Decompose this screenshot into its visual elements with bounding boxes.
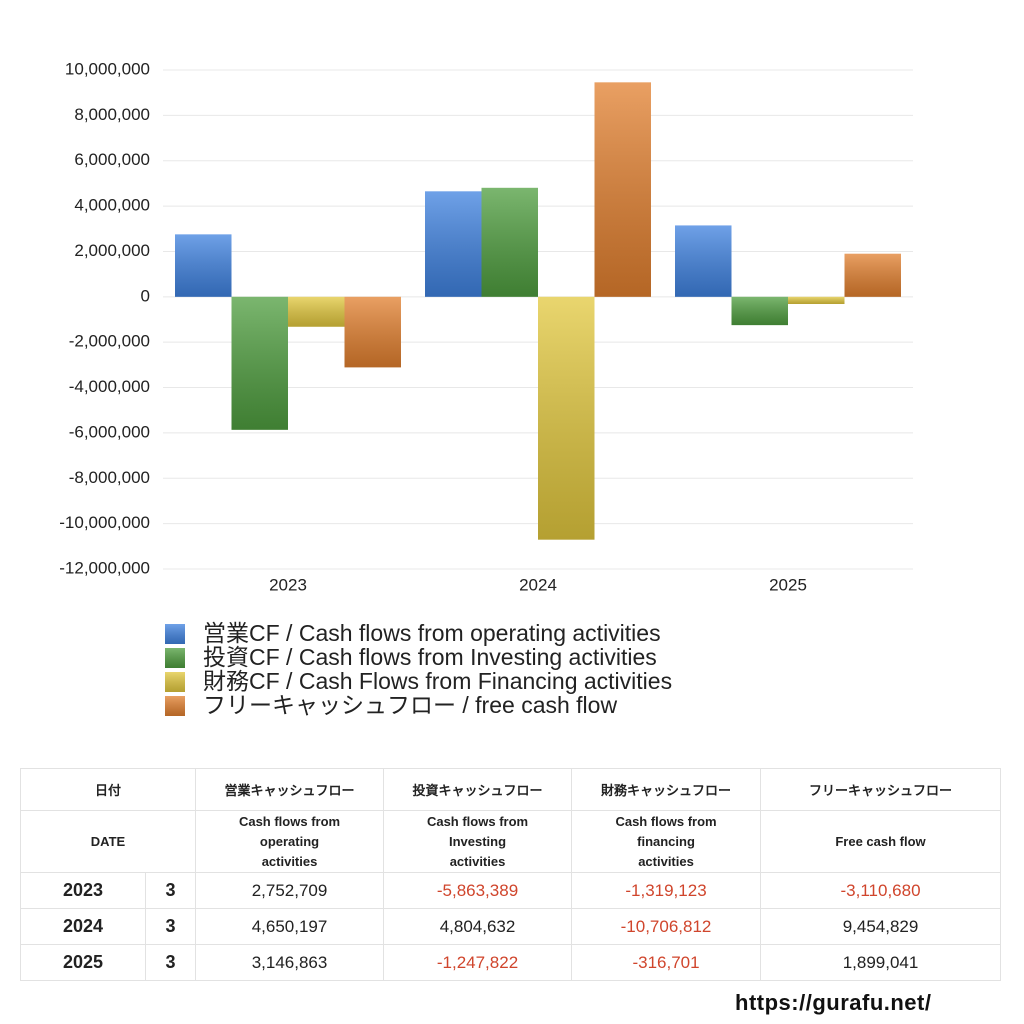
header-cell: Cash flows from Investing activities bbox=[383, 810, 573, 873]
year-cell: 2023 bbox=[20, 872, 146, 909]
header-cell: Cash flows from financing activities bbox=[571, 810, 762, 873]
data-table: 日付 営業キャッシュフロー 投資キャッシュフロー 財務キャッシュフロー フリーキャッシュ… bbox=[19, 768, 1002, 981]
value-cell: 1,899,041 bbox=[760, 944, 1002, 981]
legend-label: 営業CF / Cash flows from operating activit… bbox=[203, 620, 661, 646]
y-tick-label: -10,000,000 bbox=[59, 513, 150, 532]
value-cell: -1,247,822 bbox=[383, 944, 573, 981]
data-row: 2023 3 2,752,709 -5,863,389 -1,319,123 -3,110… bbox=[20, 872, 1002, 909]
legend-label: 投資CF / Cash flows from Investing activit… bbox=[203, 644, 657, 670]
x-tick-label: 2025 bbox=[769, 575, 807, 594]
value-cell: -5,863,389 bbox=[383, 872, 573, 909]
header-cell: 日付 bbox=[19, 768, 197, 811]
y-tick-label: 2,000,000 bbox=[74, 241, 150, 260]
y-tick-label: -4,000,000 bbox=[69, 377, 150, 396]
value-cell: -3,110,680 bbox=[760, 872, 1002, 909]
footer-url: https://gurafu.net/ bbox=[735, 990, 932, 1015]
value-cell: 2,752,709 bbox=[195, 872, 385, 909]
y-tick-label: -8,000,000 bbox=[69, 468, 150, 487]
header-cell: 財務キャッシュフロー bbox=[571, 768, 762, 811]
y-tick-label: 6,000,000 bbox=[74, 150, 150, 169]
value-cell: 4,804,632 bbox=[383, 908, 573, 945]
header-row: DATE Cash flows from operating activities… bbox=[19, 810, 1002, 873]
value-cell: -10,706,812 bbox=[571, 908, 762, 945]
data-row: 2024 3 4,650,197 4,804,632 -10,706,812 9,454,… bbox=[20, 908, 1002, 945]
year-cell: 2024 bbox=[20, 908, 146, 945]
header-cell: 投資キャッシュフロー bbox=[383, 768, 573, 811]
header-cell: 営業キャッシュフロー bbox=[195, 768, 385, 811]
value-cell: 9,454,829 bbox=[760, 908, 1002, 945]
chart: 10,000,000 8,000,000 6,000,000 4,000,000 2,0… bbox=[59, 59, 913, 718]
month-cell: 3 bbox=[144, 944, 197, 981]
y-tick-label: -12,000,000 bbox=[59, 558, 150, 577]
value-cell: -1,319,123 bbox=[571, 872, 762, 909]
year-cell: 2025 bbox=[20, 944, 146, 981]
y-tick-label: -2,000,000 bbox=[69, 332, 150, 351]
legend-label: 財務CF / Cash Flows from Financing activit… bbox=[203, 668, 672, 694]
y-tick-label: 0 bbox=[141, 286, 150, 305]
header-cell: Free cash flow bbox=[760, 810, 1002, 873]
y-tick-label: 8,000,000 bbox=[74, 105, 150, 124]
header-cell: DATE bbox=[19, 810, 197, 873]
x-tick-label: 2024 bbox=[519, 575, 557, 594]
x-tick-label: 2023 bbox=[269, 575, 307, 594]
value-cell: 4,650,197 bbox=[195, 908, 385, 945]
y-tick-label: -6,000,000 bbox=[69, 422, 150, 441]
month-cell: 3 bbox=[144, 908, 197, 945]
legend-label: フリーキャッシュフロー / free cash flow bbox=[203, 692, 617, 718]
header-cell: Cash flows from operating activities bbox=[195, 810, 385, 873]
y-tick-label: 10,000,000 bbox=[65, 59, 150, 78]
header-cell: フリーキャッシュフロー bbox=[760, 768, 1002, 811]
value-cell: -316,701 bbox=[571, 944, 762, 981]
y-tick-label: 4,000,000 bbox=[74, 196, 150, 215]
month-cell: 3 bbox=[144, 872, 197, 909]
value-cell: 3,146,863 bbox=[195, 944, 385, 981]
header-row: 日付 営業キャッシュフロー 投資キャッシュフロー 財務キャッシュフロー フリーキャッシュ… bbox=[19, 768, 1002, 811]
data-row: 2025 3 3,146,863 -1,247,822 -316,701 1,899,04… bbox=[20, 944, 1002, 981]
